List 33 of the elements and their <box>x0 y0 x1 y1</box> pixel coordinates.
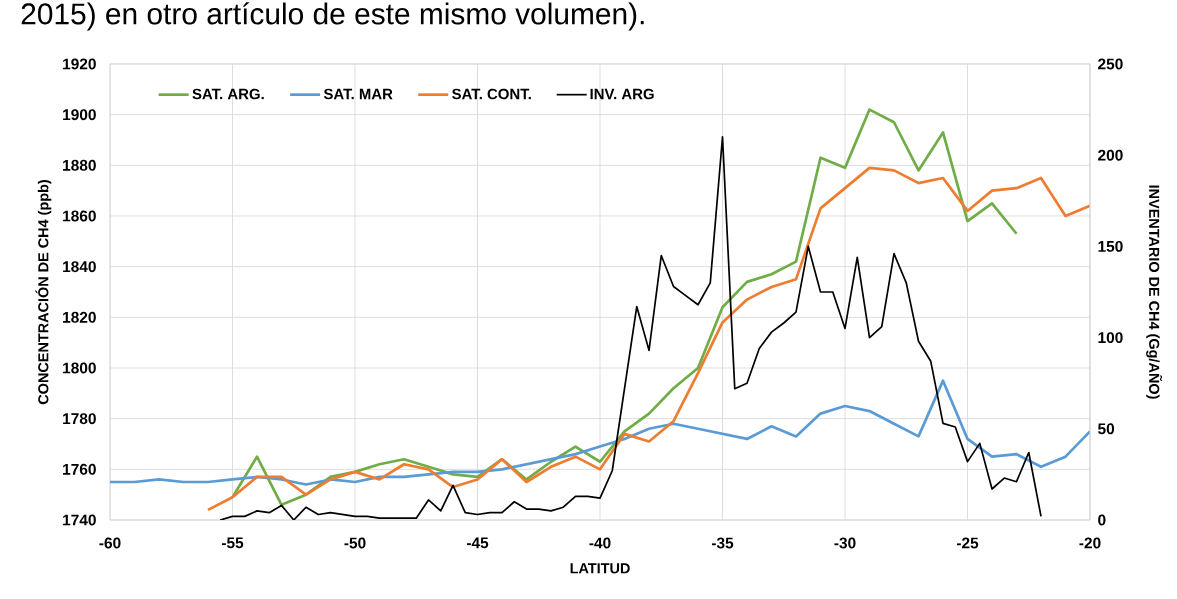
y2-tick-label: 250 <box>1098 58 1123 70</box>
y-tick-label: 1800 <box>63 362 96 374</box>
y-tick-label: 1900 <box>63 109 96 121</box>
x-tick-label: -50 <box>344 537 366 549</box>
y2-tick-label: 100 <box>1098 332 1123 344</box>
text: 2015) en otro artículo de este mismo volumen). <box>21 2 644 31</box>
y2-tick-label: 0 <box>1098 514 1106 526</box>
y-tick-label: 1760 <box>63 463 96 475</box>
x-tick-label: -20 <box>1079 537 1101 549</box>
y-axis-title: CONCENTRACIÓN DE CH4 (ppb) <box>35 179 52 405</box>
y2-tick-label: 150 <box>1098 240 1123 252</box>
x-tick-label: -25 <box>956 537 979 549</box>
y-tick-label: 1860 <box>63 210 96 222</box>
x-tick-label: -60 <box>99 537 121 549</box>
y2-axis-title: INVENTARIO DE CH4 (Gg/AÑO) <box>1146 185 1163 399</box>
x-tick-label: -55 <box>221 537 244 549</box>
y-tick-label: 1840 <box>63 261 96 273</box>
legend-label: SAT. MAR <box>323 88 393 100</box>
y2-tick-label: 50 <box>1098 423 1115 435</box>
x-tick-label: -35 <box>711 537 734 549</box>
legend-label: INV. ARG <box>590 88 654 100</box>
y-tick-label: 1780 <box>63 413 96 425</box>
legend-label: SAT. ARG. <box>192 88 264 100</box>
y-tick-label: 1820 <box>63 311 96 323</box>
y-tick-label: 1920 <box>63 58 96 70</box>
x-tick-label: -40 <box>589 537 611 549</box>
y2-tick-label: 200 <box>1098 149 1123 161</box>
x-tick-label: -30 <box>834 537 856 549</box>
x-axis-title: LATITUD <box>570 563 630 574</box>
x-tick-label: -45 <box>466 537 489 549</box>
legend-label: SAT. CONT. <box>452 88 531 100</box>
y-tick-label: 1880 <box>63 159 96 171</box>
y-tick-label: 1740 <box>63 514 96 526</box>
